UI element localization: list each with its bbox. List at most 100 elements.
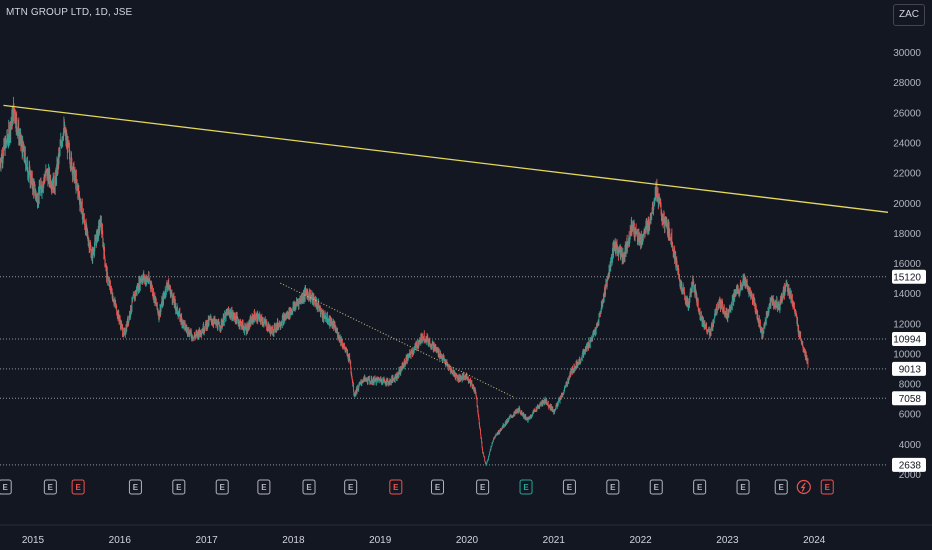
earnings-icon[interactable]: E [562, 479, 576, 495]
price-tick-label: 16000 [893, 259, 921, 270]
price-tick-label: 10000 [893, 349, 921, 360]
earnings-box [43, 479, 57, 495]
earnings-box [649, 479, 663, 495]
time-tick-label: 2019 [369, 535, 392, 546]
price-tick-label: 20000 [893, 199, 921, 210]
earnings-label: E [261, 483, 267, 492]
earnings-icon[interactable]: E [215, 479, 229, 495]
earnings-box [71, 479, 85, 495]
earnings-icon[interactable]: E [606, 479, 620, 495]
level-label-box [892, 331, 926, 346]
earnings-icon[interactable]: E [344, 479, 358, 495]
symbol-title: MTN GROUP LTD, 1D, JSE [6, 7, 133, 18]
earnings-icon[interactable]: E [774, 479, 788, 495]
earnings-label: E [740, 483, 746, 492]
earnings-box [606, 479, 620, 495]
earnings-box [257, 479, 271, 495]
earnings-label: E [220, 483, 226, 492]
earnings-label: E [3, 483, 9, 492]
earnings-label: E [567, 483, 573, 492]
earnings-icon[interactable]: E [257, 479, 271, 495]
earnings-label: E [654, 483, 660, 492]
earnings-icon[interactable]: E [736, 479, 750, 495]
earnings-icon[interactable]: E [0, 479, 12, 495]
earnings-box [430, 479, 444, 495]
earnings-icon[interactable]: E [43, 479, 57, 495]
level-label: 10994 [893, 334, 921, 345]
time-tick-label: 2020 [456, 535, 479, 546]
time-tick-label: 2016 [109, 535, 132, 546]
earnings-icon[interactable]: E [519, 479, 533, 495]
level-label-box [892, 269, 926, 284]
time-tick-label: 2022 [629, 535, 652, 546]
level-label: 7058 [899, 394, 922, 405]
earnings-icon[interactable]: E [476, 479, 490, 495]
earnings-icon[interactable]: E [430, 479, 444, 495]
price-tick-label: 2000 [899, 470, 922, 481]
earnings-box [172, 479, 186, 495]
earnings-icon[interactable]: E [128, 479, 142, 495]
earnings-icon[interactable]: E [172, 479, 186, 495]
time-tick-label: 2015 [22, 535, 45, 546]
price-tick-label: 18000 [893, 229, 921, 240]
price-tick-label: 24000 [893, 139, 921, 150]
price-tick-label: 4000 [899, 440, 922, 451]
time-tick-label: 2018 [282, 535, 305, 546]
price-tick-label: 8000 [899, 380, 922, 391]
earnings-icon[interactable]: E [649, 479, 663, 495]
bolt-icon [800, 482, 806, 492]
earnings-icon[interactable]: E [71, 479, 85, 495]
earnings-box [302, 479, 316, 495]
level-label: 15120 [893, 272, 921, 283]
price-tick-label: 30000 [893, 48, 921, 59]
earnings-label: E [435, 483, 441, 492]
trendlines[interactable] [3, 104, 889, 399]
earnings-label: E [176, 483, 182, 492]
earnings-icon[interactable]: E [302, 479, 316, 495]
level-label-box [892, 361, 926, 376]
candlesticks [0, 96, 809, 466]
dividend-icon[interactable] [796, 479, 811, 495]
time-tick-label: 2023 [716, 535, 739, 546]
earnings-label: E [348, 483, 354, 492]
earnings-icon[interactable]: E [389, 479, 403, 495]
earnings-box [519, 479, 533, 495]
level-labels: 15120 10994 9013 7058 2638 [892, 269, 926, 472]
earnings-label: E [306, 483, 312, 492]
earnings-box [820, 479, 834, 495]
earnings-box [693, 479, 707, 495]
earnings-label: E [697, 483, 703, 492]
price-tick-label: 26000 [893, 108, 921, 119]
earnings-label: E [480, 483, 486, 492]
earnings-box [0, 479, 12, 495]
trendline-long[interactable] [3, 104, 889, 213]
earnings-icon[interactable]: E [820, 479, 834, 495]
earnings-box [215, 479, 229, 495]
time-axis: 2015 2016 2017 2018 2019 2020 2021 2022 2023 2024 [0, 524, 932, 546]
time-tick-label: 2021 [543, 535, 566, 546]
level-label-box [892, 457, 926, 472]
earnings-box [476, 479, 490, 495]
price-tick-label: 12000 [893, 319, 921, 330]
level-label: 9013 [899, 364, 922, 375]
earnings-label: E [48, 483, 54, 492]
earnings-box [736, 479, 750, 495]
time-tick-label: 2017 [195, 535, 218, 546]
level-label: 2638 [899, 460, 922, 471]
earnings-label: E [825, 483, 831, 492]
price-tick-label: 14000 [893, 289, 921, 300]
earnings-box [562, 479, 576, 495]
earnings-label: E [779, 483, 785, 492]
time-tick-label: 2024 [803, 535, 826, 546]
level-label-box [892, 391, 926, 406]
earnings-box [128, 479, 142, 495]
price-tick-label: 22000 [893, 169, 921, 180]
price-tick-label: 6000 [899, 410, 922, 421]
currency-button[interactable]: ZAC [893, 4, 925, 26]
earnings-icon[interactable]: E [693, 479, 707, 495]
horizontal-levels [0, 276, 888, 466]
earnings-box [774, 479, 788, 495]
earnings-label: E [523, 483, 529, 492]
